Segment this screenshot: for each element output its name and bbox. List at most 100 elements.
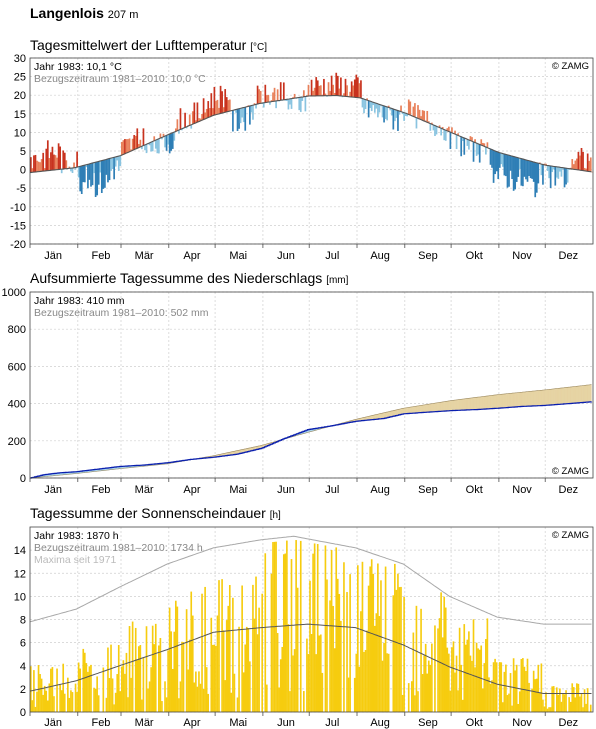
- precip-difference-segment: [430, 403, 433, 413]
- sun-bar: [546, 708, 549, 712]
- temp-anomaly-bar: [366, 98, 368, 100]
- temp-anomaly-bar: [299, 97, 302, 112]
- sun-bar: [355, 653, 358, 712]
- sun-bar: [154, 623, 157, 712]
- precip-difference-segment: [466, 398, 469, 411]
- precip-difference-segment: [535, 390, 538, 407]
- temp-anomaly-bar: [512, 156, 515, 191]
- sun-bar: [552, 686, 555, 712]
- sun-bar: [295, 540, 297, 712]
- precip-difference-segment: [541, 389, 544, 406]
- precip-difference-segment: [475, 397, 478, 410]
- precip-difference-segment: [381, 412, 384, 419]
- sun-bar: [329, 600, 331, 712]
- temp-anomaly-bar: [390, 108, 393, 116]
- sun-bar: [159, 638, 162, 712]
- temp-anomaly-bar: [134, 135, 137, 150]
- temp-anomaly-bar: [131, 138, 134, 151]
- sun-bar: [232, 597, 234, 712]
- sun-bar: [107, 647, 109, 712]
- temp-anomaly-bar: [537, 163, 540, 184]
- sun-bar: [303, 691, 305, 712]
- temp-anomaly-bar: [440, 127, 442, 136]
- sun-bar: [545, 692, 547, 712]
- temp-anomaly-bar: [468, 139, 470, 150]
- temp-anomaly-bar: [363, 98, 365, 114]
- temp-anomaly-bar: [218, 107, 220, 115]
- temp-anomaly-bar: [250, 105, 253, 113]
- temp-ytick-label: -20: [10, 239, 26, 251]
- temp-anomaly-bar: [205, 108, 208, 119]
- sun-bar: [105, 697, 108, 712]
- temp-anomaly-bar: [505, 154, 507, 177]
- precip-difference-segment: [378, 413, 381, 420]
- sun-bar: [276, 633, 279, 712]
- temp-ytick-label: 15: [14, 109, 26, 121]
- temp-anomaly-bar: [184, 112, 186, 128]
- temp-anomaly-bar: [264, 84, 267, 103]
- sun-bar: [306, 638, 308, 712]
- sun-bar: [363, 651, 365, 712]
- sun-bar: [583, 689, 586, 712]
- temp-anomaly-bar: [572, 164, 575, 170]
- precip-xtick-label: Apr: [183, 484, 200, 496]
- sun-bar: [70, 690, 72, 712]
- sun-bar: [526, 658, 529, 712]
- sun-bar: [463, 624, 466, 712]
- precip-difference-segment: [413, 406, 416, 414]
- sun-bar: [319, 634, 322, 712]
- temp-anomaly-bar: [31, 168, 34, 173]
- temp-anomaly-bar: [99, 161, 102, 173]
- precip-ytick-label: 600: [8, 361, 26, 373]
- temp-anomaly-bar: [358, 83, 361, 98]
- precip-difference-segment: [534, 390, 537, 407]
- sun-bar: [452, 641, 455, 712]
- sun-bar: [253, 618, 256, 712]
- sun-bar: [492, 662, 495, 712]
- sun-bar: [571, 683, 574, 712]
- precip-xtick-label: Jul: [325, 484, 339, 496]
- sun-plot-border: [29, 526, 594, 713]
- temp-anomaly-bar: [373, 102, 376, 113]
- sun-bar: [225, 620, 228, 712]
- sun-bar: [205, 667, 208, 712]
- precip-difference-segment: [506, 393, 509, 408]
- temp-anomaly-bar: [501, 153, 504, 167]
- sun-bar: [158, 645, 160, 712]
- sun-bar: [188, 639, 191, 712]
- sun-ytick-label: 8: [20, 615, 26, 627]
- sun-bar: [43, 685, 46, 712]
- sun-bar: [228, 585, 231, 712]
- temp-anomaly-bar: [179, 108, 182, 130]
- sun-bar: [83, 652, 86, 712]
- temp-xtick-label: Apr: [183, 250, 200, 262]
- sun-bar: [171, 668, 174, 712]
- temp-anomaly-bar: [185, 127, 188, 129]
- sun-bar: [77, 662, 80, 712]
- sun-bar: [293, 649, 296, 712]
- sun-bar: [151, 625, 154, 712]
- sun-xtick-label: Apr: [183, 717, 200, 729]
- temp-anomaly-bar: [455, 134, 458, 149]
- temp-anomaly-bar: [97, 161, 100, 185]
- sun-bar: [170, 631, 173, 712]
- sun-bar: [153, 644, 156, 712]
- temp-anomaly-bar: [221, 91, 223, 114]
- temp-anomaly-bar: [412, 106, 415, 117]
- temp-anomaly-bar: [448, 126, 450, 132]
- temp-anomaly-bar: [394, 109, 396, 122]
- sun-bar: [569, 701, 572, 712]
- precip-difference-segment: [552, 388, 555, 405]
- temp-anomaly-bar: [372, 101, 375, 106]
- sun-bar: [36, 691, 38, 712]
- temp-anomaly-bar: [531, 161, 533, 179]
- sun-bar: [76, 692, 78, 712]
- sun-bar: [468, 631, 470, 712]
- temp-anomaly-bar: [497, 151, 500, 180]
- sun-bar: [441, 637, 444, 712]
- sun-bar: [398, 587, 401, 712]
- temp-anomaly-bar: [414, 103, 416, 117]
- sun-bar: [33, 670, 35, 712]
- temp-ytick-label: 0: [20, 165, 26, 177]
- sun-bar: [407, 683, 410, 712]
